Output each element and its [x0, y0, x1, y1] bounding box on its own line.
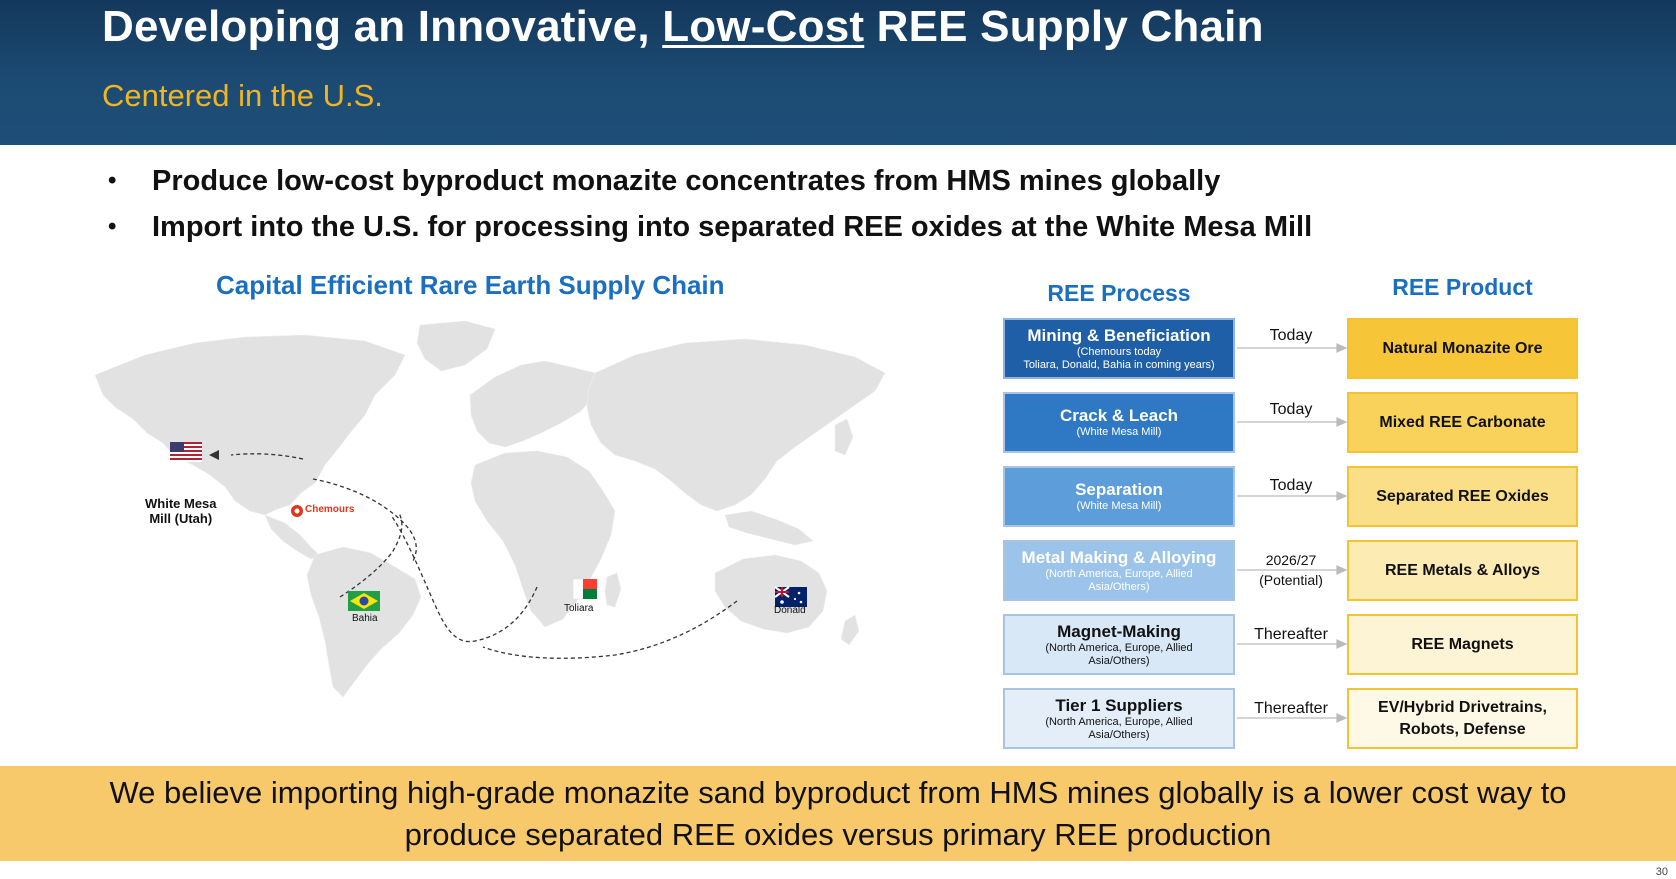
process-box: Mining & Beneficiation (Chemours today T…: [1003, 318, 1235, 379]
world-map-graphic: [94, 320, 886, 698]
process-detail-2: Asia/Others): [1088, 728, 1150, 741]
title-underlined: Low-Cost: [662, 2, 865, 51]
process-detail: (North America, Europe, Allied: [1045, 567, 1193, 580]
process-box: Metal Making & Alloying (North America, …: [1003, 540, 1235, 601]
route-bahia: [339, 512, 403, 598]
stage-label: 2026/27 (Potential): [1237, 550, 1345, 590]
page-number: 30: [1655, 866, 1668, 878]
europe-shape: [469, 360, 596, 448]
bullet-text: Import into the U.S. for processing into…: [152, 210, 1313, 243]
process-name: Crack & Leach: [1059, 406, 1179, 425]
label-toliara: Toliara: [564, 603, 594, 614]
bullet-dot-icon: •: [108, 213, 117, 240]
bullet-item: • Import into the U.S. for processing int…: [108, 204, 1312, 250]
process-column-header: REE Process: [1047, 280, 1191, 306]
process-name: Magnet-Making: [1057, 621, 1181, 641]
process-detail: (Chemours today: [1076, 345, 1162, 358]
process-box: Separation (White Mesa Mill): [1003, 466, 1235, 527]
stage-label-text: 2026/27: [1265, 552, 1317, 568]
madagascar-shape: [604, 572, 622, 608]
title-part-2: REE Supply Chain: [864, 2, 1264, 51]
process-name: Separation: [1075, 480, 1163, 499]
arrow-head-icon: [209, 450, 219, 460]
product-box: Separated REE Oxides: [1347, 466, 1578, 527]
process-detail-2: Asia/Others): [1088, 580, 1150, 593]
route-mill-arrival: [230, 453, 304, 460]
route-chemours-to-mill: [312, 478, 417, 562]
stage-label-subtext: (Potential): [1259, 572, 1323, 588]
japan-shape: [834, 418, 854, 456]
south-america-shape: [306, 546, 422, 698]
process-name: Tier 1 Suppliers: [1055, 695, 1183, 715]
process-name: Metal Making & Alloying: [1021, 547, 1217, 567]
stage-label: Today: [1237, 400, 1345, 420]
bullet-text: Produce low-cost byproduct monazite conc…: [152, 164, 1221, 197]
stage-label-text: Thereafter: [1254, 700, 1328, 717]
stage-label-text: Thereafter: [1254, 626, 1328, 643]
bullet-list: • Produce low-cost byproduct monazite con…: [108, 158, 1312, 250]
process-box: Magnet-Making (North America, Europe, Al…: [1003, 614, 1235, 675]
process-detail-2: Toliara, Donald, Bahia in coming years): [1023, 358, 1215, 371]
slide-subtitle: Centered in the U.S.: [102, 78, 383, 113]
madagascar-flag-icon: [572, 578, 597, 600]
australia-flag-icon: [774, 586, 807, 607]
world-map: White Mesa Mill (Utah) Chemours Bahia Tol…: [75, 315, 895, 715]
footer-text: We believe importing high-grade monazite…: [109, 774, 1567, 852]
chemours-logo-icon: [291, 505, 303, 517]
new-zealand-shape: [840, 614, 860, 646]
stage-label-text: Today: [1269, 401, 1313, 418]
route-toliara: [390, 514, 538, 643]
north-america-shape: [94, 334, 406, 516]
footer-banner: We believe importing high-grade monazite…: [0, 766, 1676, 861]
label-white-mesa-line1: White Mesa: [145, 496, 217, 511]
stage-label: Today: [1237, 326, 1345, 346]
stage-label: Thereafter: [1237, 699, 1345, 719]
us-flag-icon: [170, 442, 202, 462]
stage-label-text: Today: [1269, 327, 1313, 344]
product-box: EV/Hybrid Drivetrains, Robots, Defense: [1347, 688, 1578, 749]
route-donald: [482, 600, 738, 659]
bullet-item: • Produce low-cost byproduct monazite con…: [108, 158, 1312, 204]
slide-title: Developing an Innovative, Low-Cost REE S…: [102, 2, 1264, 52]
label-white-mesa-line2: Mill (Utah): [149, 511, 213, 526]
australia-shape: [714, 554, 828, 634]
title-part-1: Developing an Innovative,: [102, 2, 663, 51]
product-column-header: REE Product: [1392, 274, 1533, 300]
process-detail: (White Mesa Mill): [1076, 426, 1162, 438]
africa-shape: [470, 450, 616, 628]
map-title: Capital Efficient Rare Earth Supply Chai…: [216, 270, 725, 300]
label-chemours: Chemours: [305, 504, 355, 515]
asia-shape: [586, 338, 886, 512]
central-america-shape: [264, 514, 320, 560]
bullet-dot-icon: •: [108, 167, 117, 194]
label-donald: Donald: [774, 605, 806, 616]
greenland-shape: [416, 320, 496, 372]
process-detail: (North America, Europe, Allied: [1045, 641, 1193, 654]
process-detail: (White Mesa Mill): [1076, 500, 1162, 512]
product-box: REE Metals & Alloys: [1347, 540, 1578, 601]
product-box: Natural Monazite Ore: [1347, 318, 1578, 379]
stage-label: Today: [1237, 476, 1345, 496]
stage-label: Thereafter: [1237, 625, 1345, 645]
label-white-mesa: White Mesa Mill (Utah): [145, 496, 217, 526]
label-bahia: Bahia: [352, 613, 378, 624]
process-detail-2: Asia/Others): [1088, 654, 1150, 667]
slide-header: Developing an Innovative, Low-Cost REE S…: [0, 0, 1676, 145]
southeast-asia-shape: [724, 510, 814, 546]
process-box: Tier 1 Suppliers (North America, Europe,…: [1003, 688, 1235, 749]
brazil-flag-icon: [348, 591, 380, 611]
stage-label-text: Today: [1269, 477, 1313, 494]
process-detail: (North America, Europe, Allied: [1045, 715, 1193, 728]
product-box: Mixed REE Carbonate: [1347, 392, 1578, 453]
process-name: Mining & Beneficiation: [1027, 325, 1211, 345]
process-box: Crack & Leach (White Mesa Mill): [1003, 392, 1235, 453]
product-box: REE Magnets: [1347, 614, 1578, 675]
